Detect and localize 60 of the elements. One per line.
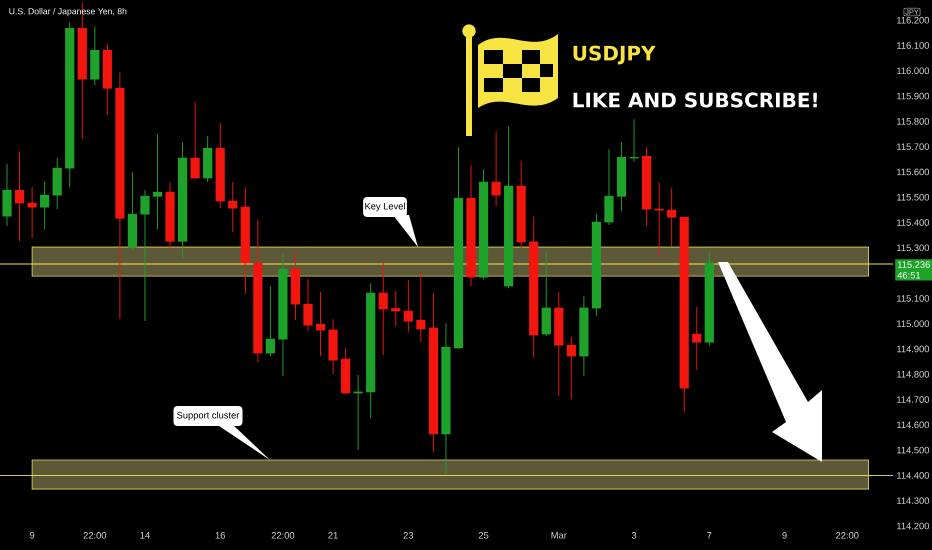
candlestick bbox=[152, 134, 162, 230]
y-tick-label: 115.600 bbox=[897, 168, 930, 176]
x-tick-label: Mar bbox=[552, 532, 567, 539]
y-tick-label: 114.200 bbox=[897, 522, 930, 530]
y-tick-label: 115.400 bbox=[897, 219, 930, 226]
text: 46:51 bbox=[897, 272, 920, 279]
candlestick bbox=[692, 306, 702, 370]
y-tick-label: 114.300 bbox=[897, 497, 930, 504]
candlestick bbox=[266, 286, 275, 357]
y-tick-label: 115.900 bbox=[897, 92, 930, 100]
candlestick bbox=[378, 262, 388, 356]
y-tick-label: 115.700 bbox=[897, 143, 930, 150]
x-tick-label: 14 bbox=[140, 532, 150, 538]
x-tick-label: 22:00 bbox=[272, 532, 294, 539]
x-tick-label: 23 bbox=[404, 532, 414, 539]
y-tick-label: 114.900 bbox=[897, 346, 930, 352]
x-tick-label: 22:00 bbox=[836, 532, 859, 539]
x-tick-label: 7 bbox=[707, 532, 712, 538]
y-tick-label: 115.300 bbox=[897, 244, 930, 252]
y-tick-label: 116.100 bbox=[897, 42, 930, 49]
y-tick-label: 114.500 bbox=[897, 446, 930, 454]
candlestick bbox=[140, 190, 150, 322]
y-tick-label: 116.200 bbox=[897, 16, 930, 24]
y-tick-label: 114.600 bbox=[897, 422, 930, 428]
x-tick-label: 3 bbox=[632, 532, 636, 539]
candlestick bbox=[416, 272, 426, 343]
candlestick bbox=[391, 290, 400, 327]
candlestick bbox=[228, 182, 238, 233]
candlestick bbox=[629, 118, 639, 162]
candlestick bbox=[40, 180, 50, 230]
candlestick bbox=[354, 374, 363, 451]
y-tick-label: 116.000 bbox=[897, 68, 930, 74]
annotation: USDJPY bbox=[574, 46, 656, 64]
candlestick bbox=[190, 102, 200, 180]
x-tick-label: 25 bbox=[478, 532, 488, 539]
x-tick-label: 22:00 bbox=[84, 532, 106, 539]
candlestick bbox=[28, 186, 37, 239]
annotation: LIKE AND SUBSCRIBE! bbox=[574, 92, 817, 108]
candlestick bbox=[654, 182, 664, 258]
x-tick-label: 9 bbox=[30, 532, 34, 539]
candlestick bbox=[667, 188, 676, 247]
candlestick bbox=[492, 130, 501, 207]
candlestick bbox=[14, 150, 24, 242]
y-tick-label: 114.400 bbox=[897, 472, 930, 479]
candlestick bbox=[303, 278, 313, 332]
candlestick bbox=[316, 292, 326, 357]
ref-line-label: 115.236 bbox=[898, 261, 930, 268]
y-tick-label: 114.800 bbox=[897, 370, 930, 378]
y-tick-label: 115.000 bbox=[897, 320, 930, 327]
x-tick-label: 21 bbox=[328, 532, 338, 539]
x-tick-label: 9 bbox=[782, 532, 787, 539]
y-tick-label: 115.100 bbox=[897, 295, 930, 302]
candlestick bbox=[566, 336, 576, 400]
candlestick bbox=[404, 280, 413, 333]
annotation: Support cluster bbox=[177, 412, 240, 420]
y-tick-label: 115.500 bbox=[897, 194, 930, 201]
y-tick-label: 114.700 bbox=[897, 396, 930, 403]
x-tick-label: 16 bbox=[216, 532, 225, 539]
y-tick-label: 115.800 bbox=[897, 118, 930, 125]
annotation: Key Level bbox=[365, 202, 405, 212]
